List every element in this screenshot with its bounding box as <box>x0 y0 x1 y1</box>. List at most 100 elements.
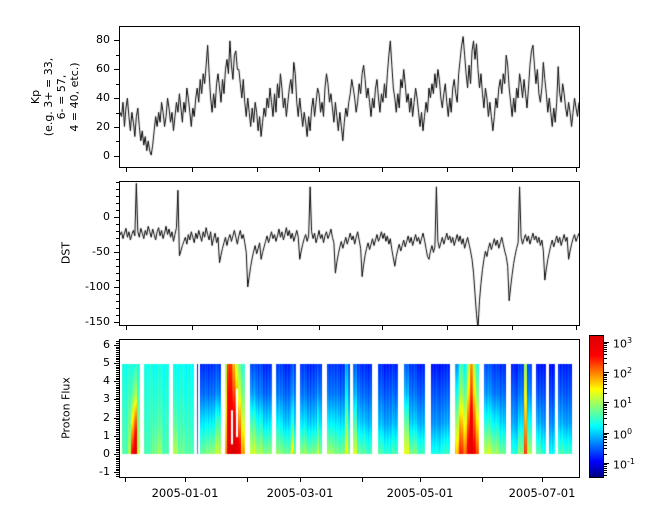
flux-ytick-minor <box>116 407 119 408</box>
dst-ytick-minor <box>116 189 119 190</box>
colorbar-tick-minor <box>604 363 607 364</box>
dst-ytick-minor <box>116 203 119 204</box>
dst-ytick-minor <box>116 182 119 183</box>
colorbar-tick <box>604 342 609 343</box>
flux-xtick <box>300 478 301 482</box>
flux-ytick-minor <box>116 432 119 433</box>
kp-panel <box>119 26 580 168</box>
kp-xtick <box>576 168 577 172</box>
kp-xtick <box>447 168 448 172</box>
flux-xtick <box>247 478 248 482</box>
flux-ytick-minor <box>116 449 119 450</box>
colorbar-tick-minor <box>604 377 607 378</box>
flux-ytick-label: 6 <box>103 338 110 351</box>
flux-ytick-minor <box>116 394 119 395</box>
flux-ytick-minor <box>116 361 119 362</box>
dst-xtick <box>257 326 258 330</box>
flux-ytick-minor <box>116 427 119 428</box>
flux-ytick-minor <box>116 378 119 379</box>
kp-xtick <box>192 168 193 172</box>
colorbar-tick-minor <box>604 472 607 473</box>
flux-ytick <box>114 454 119 455</box>
kp-ytick-minor <box>116 84 119 85</box>
flux-ytick-minor <box>116 374 119 375</box>
colorbar-tick-minor <box>604 448 607 449</box>
colorbar-tick <box>604 463 609 464</box>
flux-ytick-minor <box>116 421 119 422</box>
colorbar-tick-minor <box>604 407 607 408</box>
colorbar-tick <box>604 372 609 373</box>
flux-xtick <box>362 478 363 482</box>
flux-ytick-minor <box>116 429 119 430</box>
kp-ytick-minor <box>116 113 119 114</box>
colorbar-tick <box>604 433 609 434</box>
flux-xtick <box>185 478 186 482</box>
flux-ytick-minor <box>116 463 119 464</box>
flux-ytick-minor <box>116 434 119 435</box>
flux-ytick-minor <box>116 367 119 368</box>
dst-ytick-minor <box>116 238 119 239</box>
dst-xtick <box>192 326 193 330</box>
flux-xtick <box>420 478 421 482</box>
colorbar-tick-minor <box>604 414 607 415</box>
flux-ytick <box>114 436 119 437</box>
colorbar-tick-minor <box>604 454 607 455</box>
dst-ytick <box>114 217 119 218</box>
kp-ytick-label: 60 <box>96 62 110 75</box>
colorbar-tick-minor <box>604 464 607 465</box>
colorbar-tick-minor <box>604 381 607 382</box>
kp-ytick-label: 40 <box>96 91 110 104</box>
flux-ytick-minor <box>116 405 119 406</box>
dst-ytick-minor <box>116 266 119 267</box>
flux-ytick <box>114 345 119 346</box>
dst-xtick <box>126 326 127 330</box>
colorbar-tick-minor <box>604 436 607 437</box>
colorbar-tick-minor <box>604 475 607 476</box>
flux-ytick-minor <box>116 350 119 351</box>
flux-ytick-minor <box>116 376 119 377</box>
flux-ytick-minor <box>116 370 119 371</box>
flux-ytick <box>114 399 119 400</box>
flux-ytick-minor <box>116 452 119 453</box>
flux-ytick-minor <box>116 410 119 411</box>
dst-ytick-label: -150 <box>85 315 110 328</box>
colorbar-tick-minor <box>604 437 607 438</box>
flux-ytick-minor <box>116 474 119 475</box>
kp-ytick-label: 0 <box>103 149 110 162</box>
x-axis-date-label: 2005-07-01 <box>508 486 576 500</box>
colorbar-tick-minor <box>604 409 607 410</box>
dst-xtick <box>512 326 513 330</box>
colorbar-tick-minor <box>604 347 607 348</box>
flux-ytick-minor <box>116 390 119 391</box>
colorbar-tick-minor <box>604 345 607 346</box>
dst-line-chart <box>120 182 579 325</box>
flux-ytick-minor <box>116 392 119 393</box>
proton-flux-panel <box>119 339 580 478</box>
flux-ytick-minor <box>116 456 119 457</box>
colorbar-tick-minor <box>604 445 607 446</box>
flux-ytick-minor <box>116 343 119 344</box>
x-axis-date-label: 2005-05-01 <box>386 486 454 500</box>
flux-xtick <box>482 478 483 482</box>
dst-ytick-minor <box>116 315 119 316</box>
colorbar-tick <box>604 402 609 403</box>
dst-ytick-minor <box>116 301 119 302</box>
flux-ytick-minor <box>116 347 119 348</box>
flux-ytick-minor <box>116 359 119 360</box>
flux-xtick <box>542 478 543 482</box>
dst-ytick-minor <box>116 280 119 281</box>
colorbar-tick-minor <box>604 393 607 394</box>
kp-ytick-label: 80 <box>96 33 110 46</box>
colorbar <box>589 335 604 478</box>
colorbar-tick-minor <box>604 351 607 352</box>
flux-ytick-minor <box>116 379 119 380</box>
dst-ytick-minor <box>116 210 119 211</box>
flux-ytick-minor <box>116 469 119 470</box>
flux-ytick-minor <box>116 412 119 413</box>
flux-ytick-minor <box>116 459 119 460</box>
x-axis-date-label: 2005-03-01 <box>266 486 334 500</box>
dst-ytick-minor <box>116 245 119 246</box>
kp-ytick-minor <box>116 55 119 56</box>
flux-ytick <box>114 418 119 419</box>
dst-xtick <box>576 326 577 330</box>
